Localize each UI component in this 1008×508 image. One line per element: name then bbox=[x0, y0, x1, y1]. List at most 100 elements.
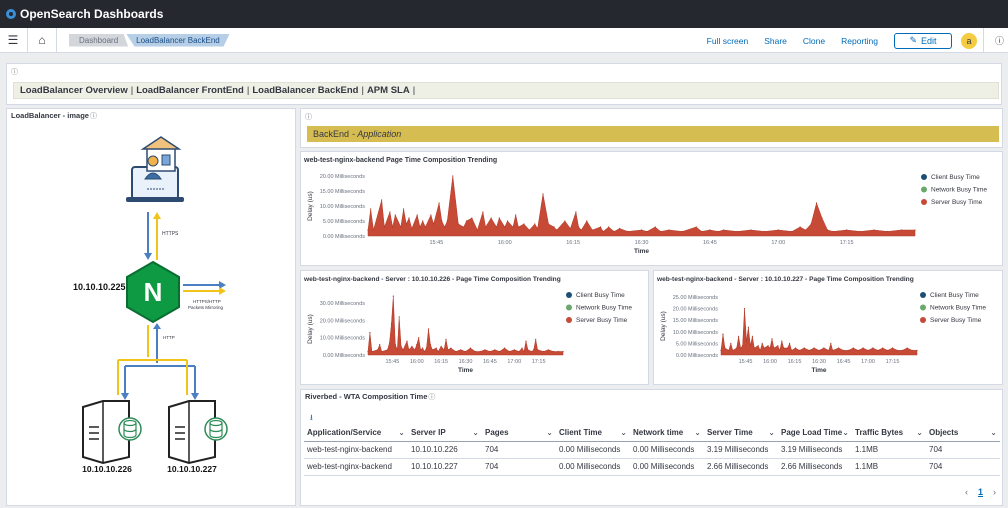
chevron-down-icon: ⌄ bbox=[546, 428, 553, 437]
data-point: 15:42 — 3 bbox=[386, 349, 389, 351]
backend-subtitle: - Application bbox=[352, 129, 402, 139]
col-header[interactable]: Objects ⌄ bbox=[926, 425, 1000, 442]
data-point: 15:31 — 9 bbox=[722, 333, 724, 335]
chart-svg[interactable]: web-test-nginx-backend - Server : 10.10.… bbox=[301, 271, 649, 385]
data-point: 16:12 — 4 bbox=[435, 347, 437, 349]
data-point: 16:07 — 2.5 bbox=[537, 227, 539, 230]
link-lb-frontend[interactable]: LoadBalancer FrontEnd bbox=[136, 85, 244, 96]
table-cell: 704 bbox=[926, 441, 1000, 459]
download-icon[interactable]: ⭳ bbox=[310, 413, 313, 422]
app-brand[interactable]: OpenSearch Dashboards bbox=[20, 7, 164, 21]
col-header[interactable]: Server IP ⌄ bbox=[408, 425, 482, 442]
data-point: 15:41 — 3 bbox=[419, 226, 421, 228]
y-tick-label: 5.00 Milliseconds bbox=[676, 341, 718, 347]
info-icon[interactable] bbox=[11, 67, 18, 77]
table-cell: 10.10.10.227 bbox=[408, 458, 482, 476]
data-point: 15:46 — 5 bbox=[441, 220, 443, 222]
data-point: 17:06 — 2 bbox=[805, 229, 807, 231]
y-tick-label: 0.00 Milliseconds bbox=[323, 353, 365, 359]
data-point: 15:31 — 2 bbox=[372, 229, 375, 231]
col-header[interactable]: Page Load Time ⌄ bbox=[778, 425, 852, 442]
avatar[interactable]: a bbox=[960, 32, 977, 49]
data-point: 15:56 — 3 bbox=[763, 347, 765, 349]
info-icon[interactable] bbox=[428, 394, 435, 401]
data-point: 16:31 — 1.5 bbox=[646, 230, 648, 233]
home-icon[interactable]: ⌂ bbox=[38, 33, 46, 47]
data-point: 16:22 — 1.5 bbox=[602, 230, 604, 233]
chevron-left-icon[interactable]: ‹ bbox=[964, 487, 968, 497]
col-header[interactable]: Application/Service ⌄ bbox=[304, 425, 408, 442]
x-tick-label: 15:45 bbox=[385, 359, 399, 365]
data-point: 15:38 — 9 bbox=[403, 208, 405, 210]
table-cell: 704 bbox=[926, 458, 1000, 476]
breadcrumb-current: LoadBalancer BackEnd bbox=[126, 33, 230, 47]
link-separator: | bbox=[130, 85, 134, 96]
data-point: 15:32 — 2 bbox=[371, 350, 373, 353]
edit-button[interactable]: ✎ Edit bbox=[893, 32, 952, 49]
data-point: 15:47 — 3 bbox=[444, 226, 446, 228]
divider bbox=[982, 28, 984, 53]
y-tick-label: 30.00 Milliseconds bbox=[320, 301, 365, 307]
col-header[interactable]: Client Time ⌄ bbox=[556, 425, 630, 442]
chart-svg[interactable]: web-test-nginx-backend - Server : 10.10.… bbox=[654, 271, 1003, 385]
data-point: 16:45 — 2 bbox=[489, 350, 491, 353]
mirror-label-2: Packets Mirroring bbox=[188, 305, 224, 310]
clone-link[interactable]: Clone bbox=[802, 35, 826, 46]
link-lb-overview[interactable]: LoadBalancer Overview bbox=[20, 85, 128, 96]
table-cell: 3.19 Milliseconds bbox=[704, 441, 778, 459]
laptop-user-icon bbox=[126, 136, 184, 202]
y-tick-label: 0.00 Milliseconds bbox=[323, 234, 365, 240]
data-point: 16:05 — 2 bbox=[528, 229, 530, 231]
data-point: 16:39 — 1.5 bbox=[681, 230, 684, 233]
breadcrumb-dashboard[interactable]: Dashboard bbox=[69, 33, 129, 47]
data-point: 16:51 — 1.5 bbox=[736, 230, 738, 233]
table-cell: 2.66 Milliseconds bbox=[778, 458, 852, 476]
data-point: 16:02 — 3 bbox=[773, 347, 775, 349]
nav-actions: Full screen Share Clone Reporting ✎ Edit … bbox=[691, 28, 1008, 53]
legend-label: Server Busy Time bbox=[930, 317, 982, 324]
data-point: 15:53 — 6 bbox=[471, 217, 473, 219]
data-point: 15:46 — 11 bbox=[438, 202, 440, 204]
x-tick-label: 16:00 bbox=[410, 359, 424, 365]
page-number[interactable]: 1 bbox=[977, 487, 983, 497]
col-header[interactable]: Traffic Bytes ⌄ bbox=[852, 425, 926, 442]
y-tick-label: 10.00 Milliseconds bbox=[320, 204, 365, 210]
info-icon[interactable] bbox=[90, 113, 97, 120]
table-cell: web-test-nginx-backend bbox=[304, 458, 408, 476]
table-cell: 0.00 Milliseconds bbox=[630, 441, 704, 459]
chart-svg[interactable]: web-test-nginx-backend Page Time Composi… bbox=[301, 152, 1003, 266]
menu-icon[interactable]: ☰ bbox=[7, 33, 19, 47]
reporting-link[interactable]: Reporting bbox=[841, 35, 878, 46]
data-point: 16:02 — 7 bbox=[515, 214, 517, 216]
data-point: 15:49 — 8 bbox=[751, 335, 753, 337]
chart-title: web-test-nginx-backend Page Time Composi… bbox=[303, 157, 497, 164]
data-point: 16:13 — 5 bbox=[564, 220, 566, 222]
link-apm-sla[interactable]: APM SLA bbox=[366, 85, 410, 96]
data-point: 15:54 — 2 bbox=[759, 349, 761, 351]
data-point: 15:36 — 5 bbox=[730, 342, 732, 344]
share-link[interactable]: Share bbox=[764, 35, 787, 46]
col-header[interactable]: Server Time ⌄ bbox=[704, 425, 778, 442]
info-icon[interactable] bbox=[305, 112, 312, 122]
col-header[interactable]: Network time ⌄ bbox=[630, 425, 704, 442]
data-point: 15:58 — 3 bbox=[495, 226, 498, 228]
full-screen-link[interactable]: Full screen bbox=[706, 35, 749, 46]
data-point: 17:21 — 3 bbox=[547, 349, 549, 351]
server-2-ip: 10.10.10.227 bbox=[167, 464, 217, 474]
pencil-icon: ✎ bbox=[909, 35, 917, 45]
opensearch-logo-icon bbox=[6, 9, 16, 19]
link-lb-backend[interactable]: LoadBalancer BackEnd bbox=[252, 85, 359, 96]
data-point: 15:56 — 3 bbox=[485, 226, 487, 228]
col-header[interactable]: Pages ⌄ bbox=[482, 425, 556, 442]
chevron-right-icon[interactable]: › bbox=[993, 487, 996, 497]
data-point: 16:37 — 5 bbox=[830, 342, 832, 344]
chevron-down-icon: ⌄ bbox=[916, 428, 923, 437]
page-time-composition-chart: web-test-nginx-backend Page Time Composi… bbox=[300, 151, 1003, 266]
data-point: 16:14 — 2.5 bbox=[569, 227, 571, 230]
link-separator: | bbox=[246, 85, 250, 96]
data-point: 16:45 — 2 bbox=[709, 229, 711, 231]
data-point: 17:18 — 1.5 bbox=[859, 230, 861, 233]
help-icon[interactable]: ⓘ bbox=[994, 36, 1004, 46]
data-point: 17:09 — 3 bbox=[882, 347, 884, 349]
data-point: 15:49 — 22 bbox=[398, 316, 400, 318]
